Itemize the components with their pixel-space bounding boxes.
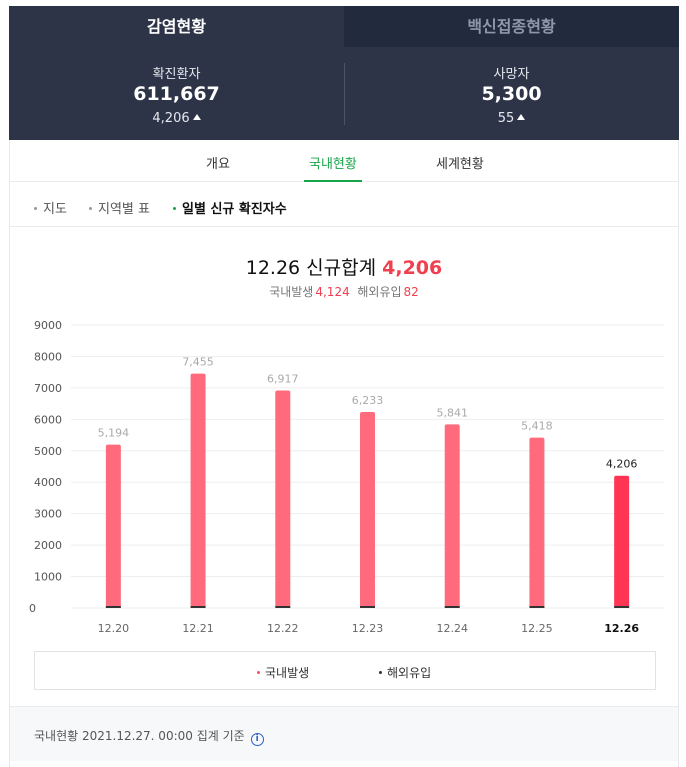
domestic-status-card: 개요 국내현황 세계현황 지도 지역별 표 일별 신규 확진자수 12.26 신… (9, 140, 679, 767)
overseas-value: 82 (403, 285, 419, 299)
legend-domestic-dot (257, 671, 260, 674)
data-label: 5,418 (521, 420, 553, 433)
daily-cases-chart: 9000 8000 7000 6000 5000 4000 3000 2000 1000 0 5,1… (29, 319, 664, 635)
tab-vaccination-status[interactable]: 백신접종현황 (344, 6, 679, 47)
y-tick-label: 3000 (34, 508, 62, 521)
data-label: 4,206 (606, 458, 638, 471)
bar-overseas (275, 606, 291, 608)
bullet-icon (89, 207, 92, 210)
deaths-value: 5,300 (481, 83, 542, 105)
filter-daily-new[interactable]: 일별 신규 확진자수 (173, 198, 287, 217)
deaths-stat: 사망자 5,300 55 (344, 47, 679, 140)
domestic-value: 4,124 (315, 285, 350, 299)
data-label: 5,841 (436, 406, 468, 419)
sub-tabs: 개요 국내현황 세계현황 (10, 140, 678, 182)
bar-overseas (360, 606, 375, 608)
bar-domestic (105, 444, 121, 608)
bar-overseas (105, 606, 121, 608)
confirmed-delta-value: 4,206 (152, 111, 190, 126)
filter-region-table-label: 지역별 표 (98, 202, 150, 217)
tab-overview[interactable]: 개요 (206, 157, 230, 172)
confirmed-value: 611,667 (133, 83, 220, 105)
footer-note: 국내현황 2021.12.27. 00:00 집계 기준 i (34, 727, 264, 746)
bullet-icon (173, 207, 176, 210)
daily-breakdown: 국내발생 4,124 해외유입 82 (10, 283, 678, 300)
data-label: 7,455 (182, 356, 214, 369)
y-tick-label: 0 (29, 602, 36, 615)
headline-label: 12.26 신규합계 (245, 257, 377, 279)
data-basis-footer: 국내현황 2021.12.27. 00:00 집계 기준 i (10, 706, 678, 761)
deaths-delta-value: 55 (497, 111, 515, 126)
filter-daily-new-label: 일별 신규 확진자수 (182, 202, 287, 217)
bar-overseas (190, 606, 206, 608)
bar-domestic (190, 373, 206, 608)
legend-overseas-label: 해외유입 (387, 666, 432, 680)
tab-infection-status[interactable]: 감염현황 (9, 6, 344, 47)
bar-domestic (444, 424, 460, 608)
filter-region-table[interactable]: 지역별 표 (89, 198, 150, 217)
bar-overseas (529, 606, 545, 608)
y-tick-label: 6000 (34, 413, 62, 426)
x-tick-label: 12.25 (521, 622, 553, 635)
legend-domestic-label: 국내발생 (265, 666, 310, 680)
footer-text: 국내현황 2021.12.27. 00:00 집계 기준 (34, 729, 245, 743)
deaths-label: 사망자 (493, 67, 530, 82)
tab-domestic[interactable]: 국내현황 (309, 157, 357, 172)
x-tick-label: 12.22 (267, 622, 299, 635)
x-tick-label: 12.24 (436, 622, 468, 635)
summary-panel: 감염현황 백신접종현황 확진환자 611,667 4,206 사망자 5,300… (9, 6, 679, 140)
deaths-delta: 55 (344, 111, 679, 126)
y-tick-label: 4000 (34, 476, 62, 489)
y-tick-label: 2000 (34, 539, 62, 552)
y-tick-label: 1000 (34, 571, 62, 584)
legend-overseas-dot (379, 671, 382, 674)
up-arrow-icon (192, 114, 201, 120)
y-tick-label: 7000 (34, 382, 62, 395)
x-tick-label: 12.23 (352, 622, 384, 635)
legend-domestic[interactable]: 국내발생 (257, 664, 309, 681)
legend-overseas[interactable]: 해외유입 (379, 664, 431, 681)
x-tick-label: 12.21 (182, 622, 214, 635)
bullet-icon (34, 207, 37, 210)
stats-divider (344, 63, 345, 125)
y-tick-label: 9000 (34, 319, 62, 332)
bar-overseas (614, 606, 630, 608)
data-label: 5,194 (98, 427, 130, 440)
up-arrow-icon (517, 114, 526, 120)
bar-domestic (275, 390, 291, 608)
tab-world[interactable]: 세계현황 (436, 157, 484, 172)
active-tab-underline (304, 180, 362, 182)
headline-total: 4,206 (382, 257, 443, 279)
y-tick-label: 8000 (34, 350, 62, 363)
view-filters: 지도 지역별 표 일별 신규 확진자수 (10, 182, 678, 227)
confirmed-label: 확진환자 (152, 67, 201, 82)
x-tick-label: 12.20 (98, 622, 130, 635)
chart-legend: 국내발생 해외유입 (34, 651, 656, 690)
top-tabs: 감염현황 백신접종현황 (9, 6, 679, 47)
filter-map-label: 지도 (43, 202, 67, 217)
data-label: 6,233 (352, 394, 384, 407)
x-tick-label: 12.26 (604, 622, 639, 635)
confirmed-stat: 확진환자 611,667 4,206 (9, 47, 344, 140)
bar-domestic (360, 412, 375, 608)
bar-domestic (529, 437, 545, 608)
daily-headline: 12.26 신규합계 4,206 (10, 253, 678, 280)
domestic-label: 국내발생 (269, 285, 314, 299)
confirmed-delta: 4,206 (9, 111, 344, 126)
info-icon[interactable]: i (250, 733, 264, 746)
data-label: 6,917 (267, 372, 299, 385)
filter-map[interactable]: 지도 (34, 198, 67, 217)
y-tick-label: 5000 (34, 445, 62, 458)
overseas-label: 해외유입 (357, 285, 402, 299)
bar-domestic (614, 475, 630, 608)
bar-overseas (444, 606, 460, 608)
stats-row: 확진환자 611,667 4,206 사망자 5,300 55 (9, 47, 679, 140)
